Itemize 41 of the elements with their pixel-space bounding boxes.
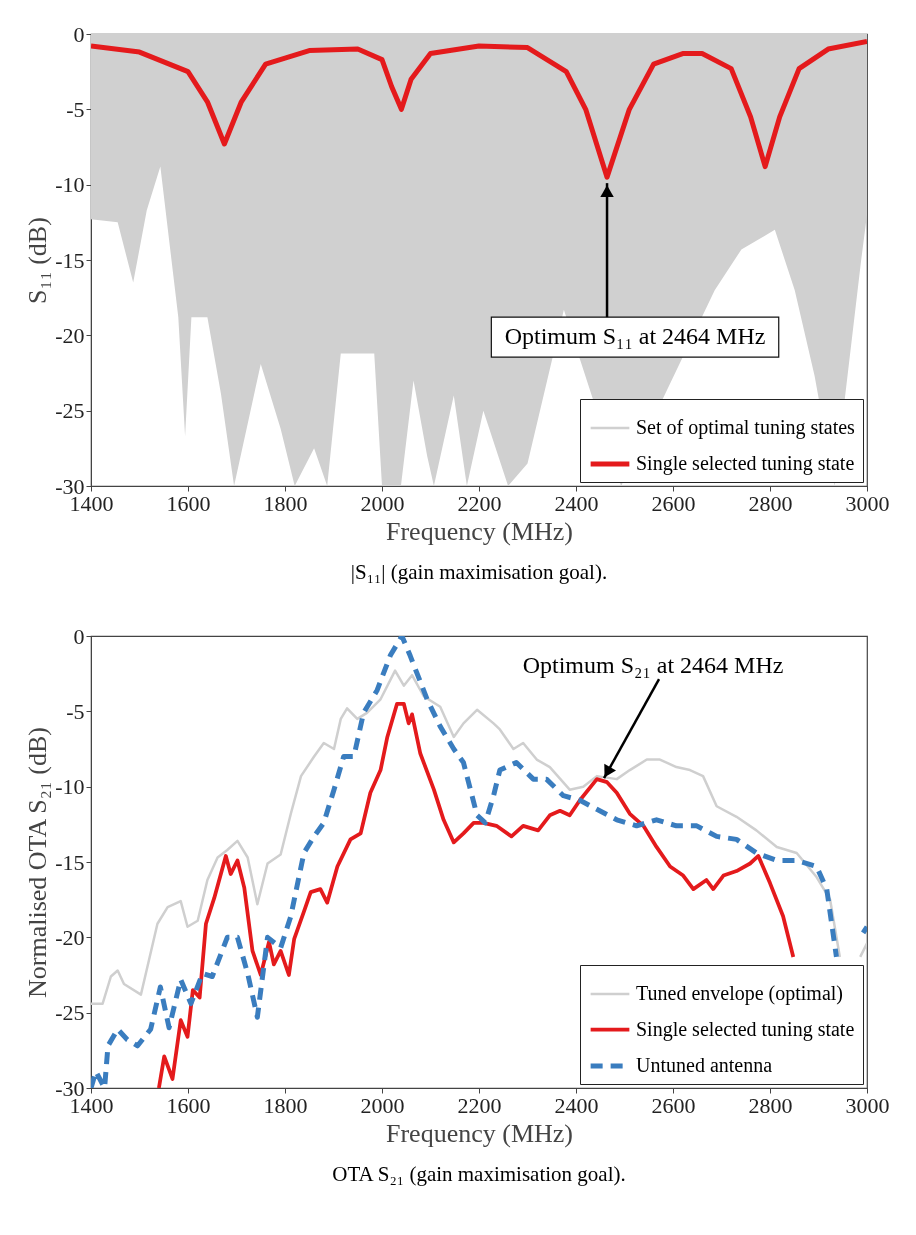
x-tick-label: 1800 bbox=[263, 490, 308, 516]
y-tick-label: -25 bbox=[55, 398, 85, 424]
x-tick-label: 2000 bbox=[360, 490, 405, 516]
y-axis-title: Normalised OTA S₂₁ (dB) bbox=[23, 727, 53, 998]
x-tick-label: 2600 bbox=[651, 490, 696, 516]
y-tick-label: -15 bbox=[55, 247, 85, 273]
x-tick-label: 1600 bbox=[166, 1092, 211, 1118]
legend-label: Single selected tuning state bbox=[636, 452, 855, 475]
y-tick-label: -25 bbox=[55, 1000, 85, 1026]
text: OTA S₂₁ (gain maximisation goal). bbox=[332, 1162, 626, 1186]
y-tick-label: -15 bbox=[55, 849, 85, 875]
x-tick-label: 2200 bbox=[457, 490, 502, 516]
x-tick-label: 2000 bbox=[360, 1092, 405, 1118]
x-tick-label: 2400 bbox=[554, 1092, 599, 1118]
x-tick-label: 2600 bbox=[651, 1092, 696, 1118]
annotation: Optimum S₁₁ at 2464 MHz bbox=[504, 323, 766, 350]
y-tick-label: -5 bbox=[66, 698, 85, 724]
x-tick-label: 2200 bbox=[457, 1092, 502, 1118]
legend-label: Tuned envelope (optimal) bbox=[636, 982, 844, 1005]
x-tick-label: 3000 bbox=[845, 1092, 890, 1118]
y-tick-label: -20 bbox=[55, 322, 85, 348]
y-tick-label: -10 bbox=[55, 774, 85, 800]
x-tick-label: 2800 bbox=[748, 1092, 793, 1118]
x-tick-label: 2400 bbox=[554, 490, 599, 516]
y-axis-title: S₁₁ (dB) bbox=[23, 217, 53, 304]
y-tick-label: 0 bbox=[73, 623, 85, 649]
y-tick-label: -20 bbox=[55, 924, 85, 950]
x-tick-label: 2800 bbox=[748, 490, 793, 516]
y-tick-label: -5 bbox=[66, 96, 85, 122]
x-axis-title: Frequency (MHz) bbox=[386, 516, 573, 546]
annotation: Optimum S₂₁ at 2464 MHz bbox=[522, 652, 784, 679]
legend-label: Set of optimal tuning states bbox=[636, 416, 856, 439]
x-axis-title: Frequency (MHz) bbox=[386, 1118, 573, 1148]
x-tick-label: 3000 bbox=[845, 490, 890, 516]
x-tick-label: 1600 bbox=[166, 490, 211, 516]
legend-label: Untuned antenna bbox=[636, 1054, 773, 1076]
x-tick-label: 1800 bbox=[263, 1092, 308, 1118]
y-tick-label: -10 bbox=[55, 172, 85, 198]
text: |S₁₁| (gain maximisation goal). bbox=[350, 560, 608, 584]
y-tick-label: 0 bbox=[73, 21, 85, 47]
legend-label: Single selected tuning state bbox=[636, 1017, 855, 1041]
